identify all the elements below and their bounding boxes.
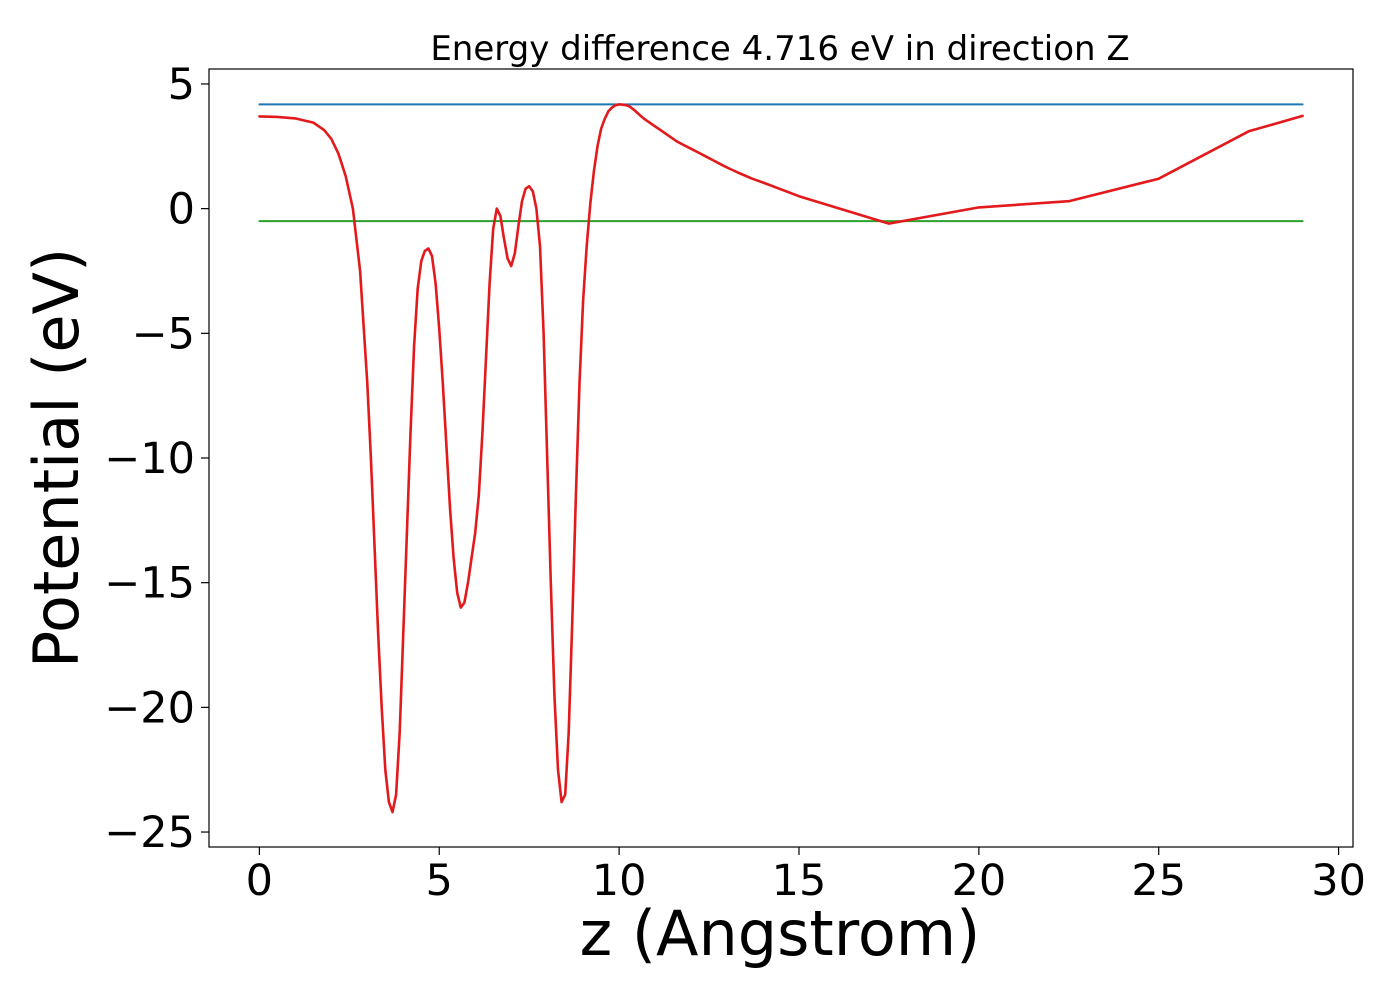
x-tick-label: 5: [426, 856, 453, 906]
x-axis-title: z (Angstrom): [580, 897, 981, 970]
x-tick-label: 10: [592, 856, 647, 906]
x-tick-label: 0: [246, 856, 273, 906]
x-tick-label: 25: [1131, 856, 1186, 906]
x-tick-label: 15: [772, 856, 827, 906]
series-potential-curve: [258, 103, 1304, 814]
y-tick-label: −25: [104, 808, 195, 858]
y-axis-title: Potential (eV): [20, 248, 93, 668]
plot-frame: [208, 68, 1354, 848]
y-tick-label: −15: [104, 559, 195, 609]
x-axis-ticks: 0 5 10 15 20 25 30: [246, 847, 1366, 906]
x-tick-label: 30: [1311, 856, 1366, 906]
y-tick-label: 5: [168, 60, 195, 110]
series-layer: [258, 103, 1304, 814]
x-tick-label: 20: [952, 856, 1007, 906]
y-axis-ticks: 5 0 −5 −10 −15 −20 −25: [104, 60, 209, 858]
y-tick-label: −5: [132, 309, 195, 359]
y-tick-label: 0: [168, 185, 195, 235]
chart-title: Energy difference 4.716 eV in direction …: [430, 29, 1129, 69]
y-tick-label: −10: [104, 434, 195, 484]
y-tick-label: −20: [104, 683, 195, 733]
